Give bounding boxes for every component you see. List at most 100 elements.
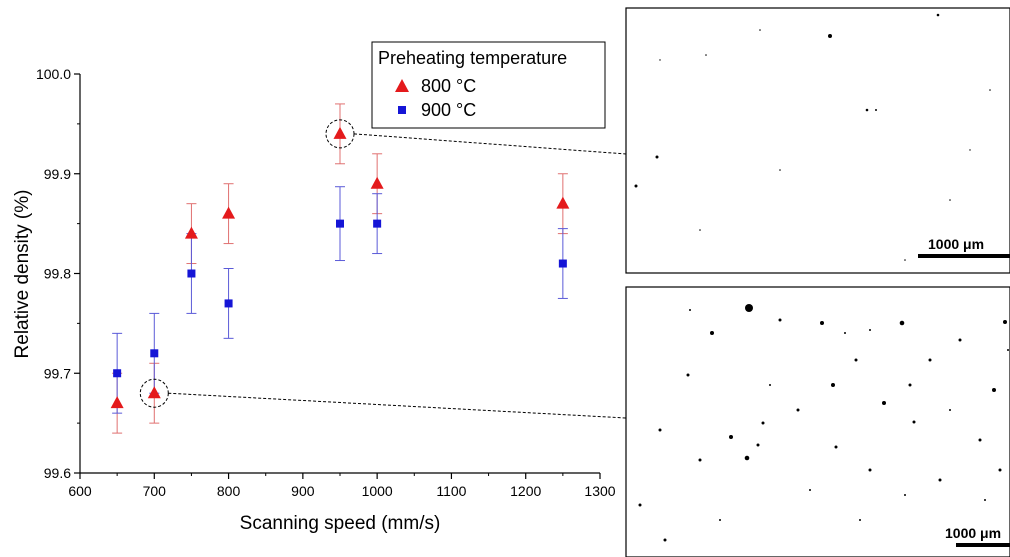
micrograph-bottom-pores: [638, 304, 1009, 542]
pore: [769, 384, 771, 386]
scale-bar-bottom: [956, 543, 1010, 547]
legend-triangle-marker: [395, 79, 409, 92]
scale-label-top: 1000 μm: [928, 236, 984, 252]
pore: [1003, 320, 1007, 324]
connector-line: [353, 133, 627, 155]
data-point-900: [336, 219, 344, 228]
data-point-800: [110, 396, 124, 409]
y-tick-label: 100.0: [36, 66, 71, 82]
axis-ticks: 600 700 800 900 1000 1100 1200 1300 99.6 99.7 99.8…: [36, 66, 616, 499]
pore: [778, 318, 782, 322]
pore: [984, 499, 986, 501]
data-point-900: [224, 299, 233, 308]
pore: [756, 443, 760, 447]
x-tick-label: 1100: [436, 483, 466, 499]
pore: [686, 373, 690, 377]
pore: [745, 304, 753, 312]
pore: [868, 468, 872, 472]
pore: [854, 358, 858, 362]
x-axis-label: Scanning speed (mm/s): [240, 513, 441, 534]
y-tick-label: 99.9: [44, 166, 71, 182]
pore: [705, 54, 707, 56]
pore: [989, 89, 991, 91]
micrograph-insets: 1000 μm 1000 μm: [625, 7, 1010, 557]
data-point-800: [222, 206, 236, 219]
y-axis-label: Relative density (%): [12, 190, 33, 359]
highlight-connectors: [139, 119, 627, 419]
pore: [719, 519, 721, 521]
pore: [655, 155, 659, 159]
pore: [729, 435, 733, 439]
legend: Preheating temperature 800 °C 900 °C: [371, 41, 606, 129]
error-bars: [112, 103, 568, 434]
pore: [928, 358, 932, 362]
scale-label-bottom: 1000 μm: [945, 525, 1001, 541]
x-tick-label: 700: [143, 483, 167, 499]
micrograph-top-pores: [634, 13, 991, 261]
pore: [936, 13, 940, 17]
y-tick-label: 99.6: [44, 465, 71, 481]
pore: [869, 329, 871, 331]
pore: [912, 420, 916, 424]
data-point-900: [150, 349, 159, 358]
x-tick-label: 1300: [584, 483, 615, 499]
pore: [831, 383, 835, 387]
data-point-800: [370, 176, 384, 189]
x-tick-label: 1200: [510, 483, 541, 499]
data-point-900: [187, 269, 196, 278]
x-tick-label: 1000: [362, 483, 393, 499]
legend-box: [371, 41, 606, 129]
pore: [779, 169, 781, 171]
data-point-800: [184, 226, 198, 239]
pore: [698, 458, 702, 462]
scale-bar-top: [918, 254, 1010, 258]
pore: [949, 199, 951, 201]
pore: [949, 409, 951, 411]
pore: [659, 59, 661, 61]
pore: [809, 489, 811, 491]
y-tick-label: 99.8: [44, 266, 71, 282]
pore: [699, 229, 701, 231]
pore: [865, 108, 869, 112]
data-point-900: [558, 259, 567, 268]
connector-line: [168, 392, 627, 419]
pore: [658, 428, 662, 432]
pore: [844, 332, 846, 334]
legend-label-800: 800 °C: [421, 76, 476, 96]
pore: [761, 421, 765, 425]
data-point-800: [556, 196, 570, 209]
data-point-800: [333, 126, 347, 139]
pore: [998, 468, 1002, 472]
pore: [796, 408, 800, 412]
pore: [834, 445, 838, 449]
pore: [820, 321, 824, 325]
pore: [882, 401, 886, 405]
pore: [938, 478, 942, 482]
pore: [710, 331, 714, 335]
data-points: [110, 126, 570, 409]
pore: [859, 519, 861, 521]
pore: [638, 503, 642, 507]
x-tick-label: 800: [217, 483, 241, 499]
data-point-800: [147, 386, 161, 399]
pore: [759, 29, 761, 31]
x-tick-label: 900: [291, 483, 315, 499]
pore: [899, 320, 905, 326]
pore: [1007, 349, 1009, 351]
micrograph-bottom: [625, 286, 1010, 557]
pore: [828, 34, 832, 38]
micrograph-top: [625, 7, 1010, 274]
pore: [978, 438, 982, 442]
pore: [904, 259, 906, 261]
legend-square-marker: [398, 106, 406, 114]
pore: [689, 309, 691, 311]
y-tick-label: 99.7: [44, 365, 71, 381]
pore: [992, 388, 996, 392]
chart-area: 600 700 800 900 1000 1100 1200 1300 99.6 99.7 99.8…: [12, 66, 616, 534]
data-point-900: [373, 219, 382, 228]
x-tick-label: 600: [68, 483, 92, 499]
pore: [634, 184, 638, 188]
pore: [908, 383, 912, 387]
legend-title: Preheating temperature: [378, 48, 567, 68]
